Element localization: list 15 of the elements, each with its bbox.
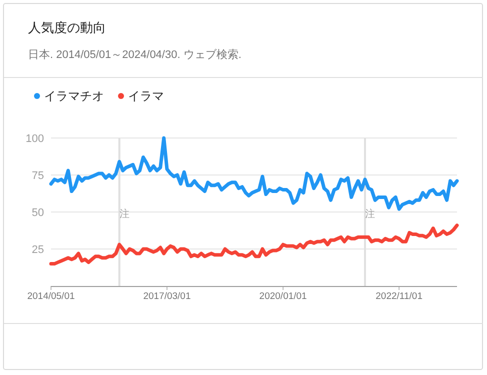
- ref-line-label: 注: [119, 208, 130, 220]
- title: 人気度の動向: [28, 20, 106, 35]
- x-tick-label: 2014/05/01: [27, 291, 75, 302]
- y-tick-label: 50: [32, 207, 44, 219]
- subtitle: 日本. 2014/05/01～2024/04/30. ウェブ検索.: [28, 49, 242, 61]
- legend-label: イラマ: [128, 89, 164, 103]
- y-tick-label: 25: [32, 244, 44, 256]
- y-tick-label: 75: [32, 170, 44, 182]
- x-tick-label: 2017/03/01: [143, 291, 191, 302]
- x-tick-label: 2020/01/01: [259, 291, 307, 302]
- y-tick-label: 100: [26, 133, 44, 145]
- ref-line-label: 注: [364, 208, 375, 220]
- legend-label: イラマチオ: [44, 89, 104, 103]
- x-tick-label: 2022/11/01: [376, 291, 422, 302]
- plot: 25 50 75 100 2014/05/01 2017/03/01 2020/01/01 2022/11/01 注 注: [26, 133, 459, 302]
